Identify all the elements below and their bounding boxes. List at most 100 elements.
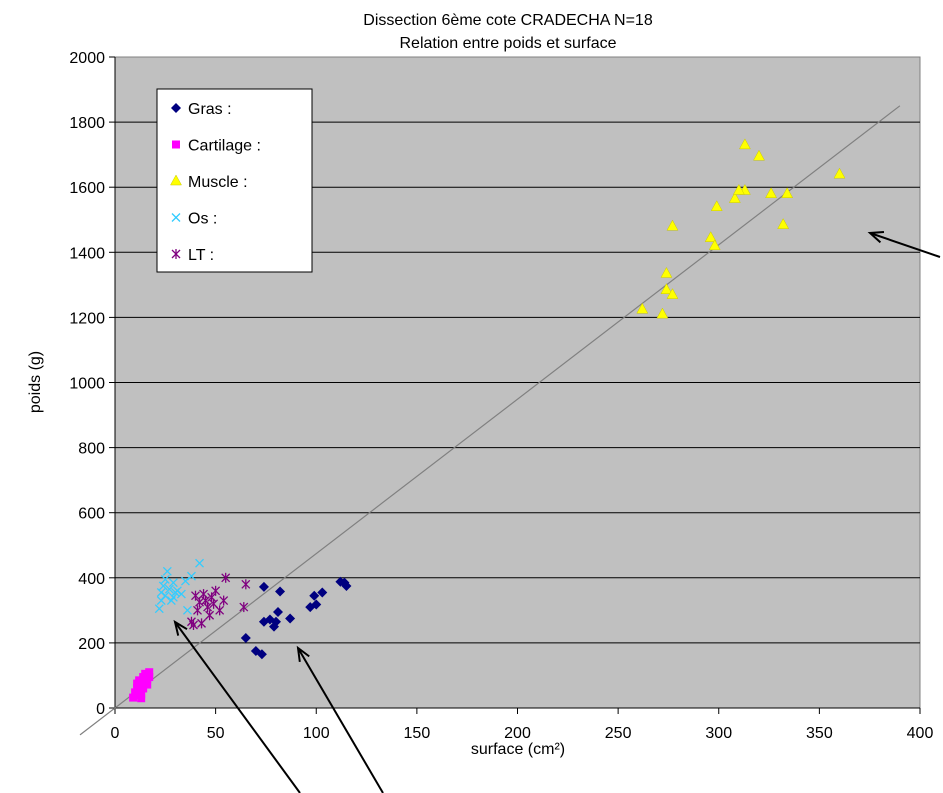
data-point (201, 595, 211, 606)
axis-ticks: 0 200 400 600 800 1000 1200 1400 1600 1800 2000 0 50… (69, 50, 933, 742)
x-tick-label: 250 (605, 725, 632, 742)
data-point (833, 167, 846, 179)
y-tick-label: 600 (78, 506, 105, 523)
data-point (285, 613, 296, 624)
data-point (241, 579, 251, 590)
x-tick-label: 50 (207, 725, 225, 742)
data-point (753, 149, 765, 161)
data-point (666, 288, 679, 299)
data-point (145, 668, 154, 677)
legend-marker (171, 249, 181, 259)
legend: Gras : Cartilage : Muscle : Os : LT : (156, 88, 313, 273)
data-point (160, 574, 170, 584)
y-tick-label: 200 (78, 636, 105, 653)
data-point (765, 187, 777, 198)
data-point (195, 558, 204, 568)
data-point (219, 595, 229, 606)
data-point (636, 302, 649, 314)
legend-marker (171, 103, 181, 113)
chart-subtitle: Relation entre poids et surface (399, 35, 616, 52)
y-tick-label: 1000 (69, 376, 105, 393)
annotation-arrows (173, 231, 941, 793)
data-point (708, 239, 721, 251)
annotation-arrow (173, 619, 301, 793)
data-point (215, 605, 225, 616)
data-point (197, 618, 206, 629)
x-tick-label: 300 (705, 725, 732, 742)
trendline (79, 105, 901, 736)
data-point (240, 633, 251, 644)
data-point (168, 578, 178, 588)
y-tick-label: 800 (78, 441, 105, 458)
data-point (129, 693, 138, 702)
marker-stroke (162, 566, 172, 576)
data-point (182, 605, 192, 615)
y-tick-label: 1600 (69, 180, 105, 197)
legend-marker (172, 140, 180, 149)
y-tick-label: 2000 (69, 50, 105, 67)
data-point (704, 231, 717, 242)
data-point (781, 187, 794, 198)
data-point (273, 606, 284, 617)
marker-stroke (195, 558, 204, 568)
data-point (158, 581, 168, 591)
data-point (728, 192, 741, 203)
data-point (180, 576, 190, 586)
marker-stroke (164, 584, 174, 594)
data-point (187, 571, 196, 581)
data-point (258, 581, 269, 592)
marker-stroke (158, 581, 168, 591)
data-point (193, 605, 202, 616)
data-point (311, 599, 322, 610)
series-3 (154, 558, 204, 615)
series-4 (187, 572, 251, 630)
data-point (160, 591, 170, 601)
marker-stroke (168, 578, 178, 588)
series-0 (240, 576, 352, 660)
y-tick-label: 1400 (69, 245, 105, 262)
marker-stroke (171, 213, 181, 222)
data-point (164, 584, 174, 594)
data-point (154, 604, 164, 614)
legend-marker (170, 174, 182, 186)
data-point (133, 690, 142, 699)
x-tick-label: 100 (303, 725, 330, 742)
x-tick-label: 400 (907, 725, 934, 742)
chart-title: Dissection 6ème cote CRADECHA N=18 (363, 12, 653, 29)
x-tick-label: 150 (404, 725, 431, 742)
data-point (135, 686, 144, 695)
data-point (133, 679, 142, 688)
data-points (129, 138, 846, 703)
data-point (317, 587, 328, 598)
data-point (341, 580, 352, 591)
data-point (189, 619, 198, 630)
data-point (145, 673, 154, 682)
arrow-shaft (869, 232, 941, 258)
data-point (309, 590, 320, 601)
data-point (205, 610, 215, 621)
data-point (137, 694, 146, 703)
data-point (203, 602, 213, 613)
data-point (660, 266, 673, 278)
data-point (176, 589, 186, 599)
marker-stroke (187, 571, 196, 581)
x-tick-label: 200 (504, 725, 531, 742)
arrow-head (173, 619, 188, 636)
legend-label: LT : (188, 247, 214, 264)
arrow-head (867, 231, 885, 244)
arrow-shaft (174, 621, 301, 793)
y-axis-label: poids (g) (27, 351, 44, 413)
x-tick-label: 0 (111, 725, 120, 742)
data-point (211, 585, 221, 596)
data-point (168, 592, 178, 602)
data-point (710, 200, 723, 211)
data-point (256, 649, 267, 660)
y-tick-label: 1200 (69, 310, 105, 327)
x-axis-label: surface (cm²) (471, 741, 565, 758)
data-point (656, 307, 669, 319)
data-point (732, 183, 745, 195)
data-point (271, 616, 281, 627)
legend-label: Cartilage : (188, 138, 261, 155)
marker-stroke (160, 591, 170, 601)
legend-label: Os : (188, 211, 217, 228)
